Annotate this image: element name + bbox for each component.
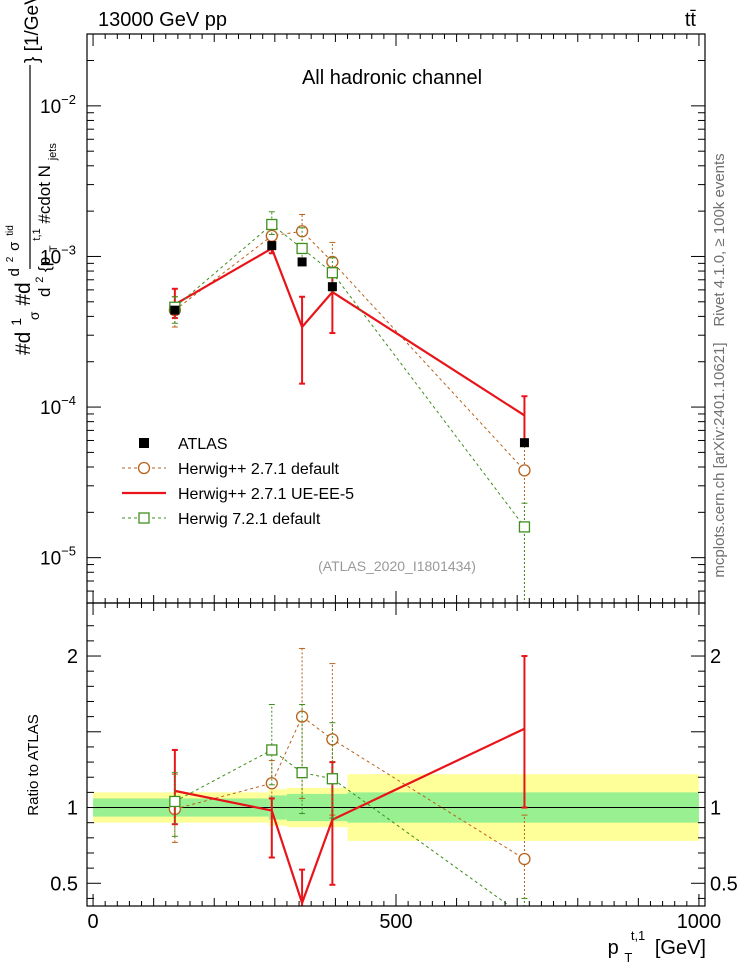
ratio-panel: Ratio to ATLAS — [25, 602, 706, 922]
ratio-series-0-line — [174, 715, 525, 860]
ratio-series-2-point — [326, 773, 339, 785]
analysis-label: (ATLAS_2020_I1801434) — [318, 558, 476, 574]
ratio-y-tick-label: 2 — [67, 646, 78, 668]
ratio-series-2-point — [296, 767, 308, 779]
ratio-plot-area — [87, 647, 705, 922]
ratio-frame — [86, 602, 706, 907]
x-axis-label: p T t,1 [GeV] — [608, 923, 706, 967]
ratio-series-2-line — [174, 749, 511, 906]
x-tick-label: 0 — [87, 911, 98, 933]
mcplots-label: mcplots.cern.ch [arXiv:2401.10621] — [711, 342, 728, 577]
ratio-series-2-point — [266, 744, 278, 756]
y-tick-label: 10−4 — [40, 393, 76, 419]
legend-label: ATLAS — [178, 436, 228, 453]
legend-entry: Herwig++ 2.7.1 default — [122, 461, 340, 478]
x-tick-label: 1000 — [677, 911, 722, 933]
y-tick-label: 10−2 — [40, 92, 76, 118]
legend-marker — [139, 438, 149, 448]
atlas-data-point — [327, 282, 337, 292]
y-tick-label: 10−5 — [40, 544, 76, 570]
ratio-series-2-point — [169, 795, 181, 808]
legend-entry: ATLAS — [139, 436, 228, 453]
main-series-3-point — [326, 267, 339, 279]
atlas-data-point — [267, 241, 277, 251]
main-series-3-point — [266, 218, 278, 231]
ratio-y-axis-label: Ratio to ATLAS — [25, 714, 42, 815]
chart-title: All hadronic channel — [302, 67, 482, 89]
main-series-3-line — [174, 223, 525, 528]
ratio-y-tick-label-right: 2 — [710, 646, 721, 668]
main-plot-area — [168, 211, 531, 603]
main-series-2-line — [174, 246, 526, 417]
atlas-data-point — [170, 305, 180, 315]
svg-text:d 2 {p T: d 2 {p T t,1 #cdot N jets — [25, 143, 61, 297]
legend-label: Herwig++ 2.7.1 UE-EE-5 — [178, 486, 354, 503]
x-tick-label: 500 — [379, 911, 412, 933]
legend-entry: Herwig 7.2.1 default — [122, 511, 321, 528]
header-energy-label: 13000 GeV pp — [98, 9, 227, 31]
svg-text:} [1/GeV]: } [1/GeV] — [22, 0, 43, 63]
main-panel: All hadronic channel (ATLAS_2020_I180143… — [86, 33, 706, 604]
y-tick-label: 10−3 — [40, 242, 76, 268]
ratio-series-0-point — [326, 733, 339, 746]
ratio-y-tick-label-right: 1 — [710, 798, 721, 820]
y-axis-label: #d 1 σ #d d 2 σ tid d 2 {p T t,1 #cdot N… — [0, 0, 61, 355]
legend: ATLAS Herwig++ 2.7.1 default Herwig++ 2.7.… — [122, 436, 354, 528]
legend-marker — [138, 512, 150, 524]
ratio-series-2-point — [519, 912, 529, 922]
header-process-label: tt̄ — [685, 9, 697, 31]
atlas-data-point — [519, 438, 529, 448]
legend-label: Herwig++ 2.7.1 default — [178, 461, 340, 478]
ratio-y-tick-label: 1 — [67, 798, 78, 820]
atlas-data-point — [297, 257, 307, 267]
svg-text:p T t,1 [GeV: p T t,1 [GeV] — [608, 923, 706, 967]
legend-entry: Herwig++ 2.7.1 UE-EE-5 — [122, 486, 354, 503]
main-series-1-line — [174, 230, 525, 471]
svg-text:#d 1 σ #d: #d 1 σ #d d 2 σ tid — [0, 225, 44, 355]
ratio-y-tick-label-right: 0.5 — [710, 873, 738, 895]
rivet-version-label: Rivet 4.1.0, ≥ 100k events — [711, 153, 728, 326]
ratio-y-tick-label: 0.5 — [50, 873, 78, 895]
main-series-3-point — [296, 242, 308, 255]
main-series-1-point — [518, 464, 531, 477]
legend-marker — [137, 461, 151, 475]
ratio-series-0-point — [518, 852, 531, 866]
main-series-1-point — [265, 229, 278, 243]
legend-label: Herwig 7.2.1 default — [178, 511, 321, 528]
main-series-3-point — [518, 521, 531, 533]
